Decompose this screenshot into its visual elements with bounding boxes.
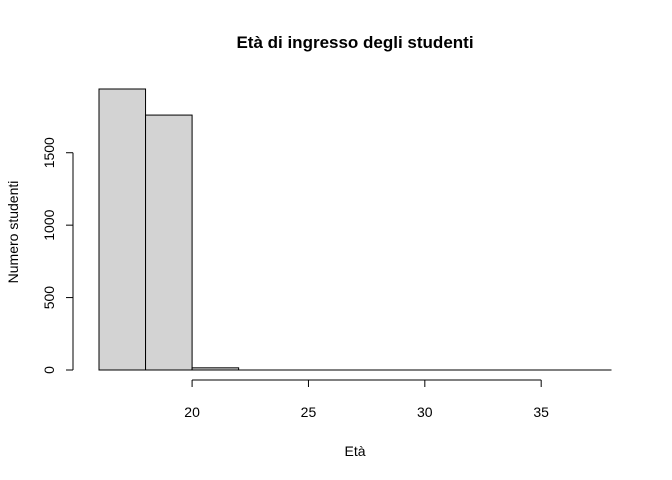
chart-title: Età di ingresso degli studenti: [236, 33, 473, 52]
bars-group: [98, 88, 612, 371]
histogram-bar-2: [191, 367, 240, 371]
histogram-bar-1: [145, 114, 193, 371]
histogram-bar-0: [98, 88, 147, 371]
x-tick-label-3: 35: [533, 404, 549, 420]
x-axis-label: Età: [344, 443, 365, 459]
x-axis: 20 25 30 35: [184, 379, 549, 420]
y-axis: 0 500 1000 1500: [41, 137, 74, 374]
x-tick-label-2: 30: [417, 404, 433, 420]
y-axis-label: Numero studenti: [5, 181, 21, 284]
y-tick-label-0: 0: [41, 366, 57, 374]
y-tick-label-3: 1500: [41, 137, 57, 168]
x-tick-label-1: 25: [301, 404, 317, 420]
y-tick-label-2: 1000: [41, 209, 57, 240]
y-tick-label-1: 500: [41, 286, 57, 310]
x-tick-label-0: 20: [184, 404, 200, 420]
